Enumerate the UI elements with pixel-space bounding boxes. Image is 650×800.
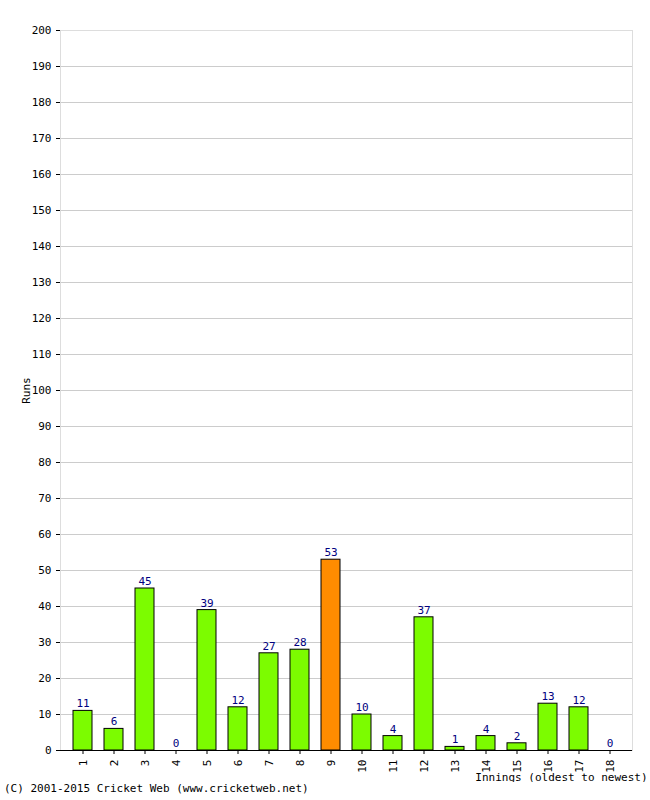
svg-text:Runs: Runs [20,377,33,404]
svg-text:2: 2 [514,730,521,743]
svg-text:37: 37 [417,604,430,617]
svg-text:5: 5 [201,760,214,767]
svg-text:200: 200 [32,24,52,37]
svg-text:12: 12 [231,694,244,707]
svg-text:2: 2 [108,760,121,767]
svg-text:6: 6 [111,715,118,728]
svg-text:130: 130 [32,276,52,289]
svg-text:Innings (oldest to newest): Innings (oldest to newest) [475,771,647,783]
svg-text:3: 3 [139,760,152,767]
svg-text:30: 30 [38,636,51,649]
svg-text:150: 150 [32,204,52,217]
html-text:(C) 2001-2015 Cricket Web (www: (C) 2001-2015 Cricket Web (www.cricketwe… [4,782,309,795]
svg-text:1: 1 [77,760,90,767]
svg-text:90: 90 [38,420,51,433]
svg-text:15: 15 [510,759,524,773]
svg-text:1: 1 [452,733,459,746]
svg-text:4: 4 [170,759,183,766]
svg-text:190: 190 [32,60,52,73]
svg-text:11: 11 [387,760,400,773]
svg-text:0: 0 [607,737,614,750]
svg-text:4: 4 [390,723,397,736]
svg-text:10: 10 [356,760,369,773]
svg-text:100: 100 [32,384,52,397]
svg-text:70: 70 [38,492,51,505]
svg-text:10: 10 [355,701,368,714]
svg-text:12: 12 [572,694,585,707]
svg-text:0: 0 [45,744,52,757]
svg-text:28: 28 [293,636,306,649]
svg-text:180: 180 [32,96,52,109]
svg-text:50: 50 [38,564,51,577]
svg-text:20: 20 [38,672,51,685]
svg-text:13: 13 [449,760,462,773]
svg-text:160: 160 [32,168,52,181]
svg-text:39: 39 [200,597,213,610]
svg-text:16: 16 [541,759,555,773]
svg-text:4: 4 [483,723,490,736]
svg-text:18: 18 [603,759,617,773]
svg-text:10: 10 [38,708,51,721]
svg-text:0: 0 [173,737,180,750]
svg-text:6: 6 [232,760,245,767]
svg-text:12: 12 [418,760,431,773]
svg-text:60: 60 [38,528,51,541]
svg-text:40: 40 [38,600,51,613]
svg-text:80: 80 [38,456,51,469]
svg-text:8: 8 [294,760,307,767]
svg-text:45: 45 [138,575,151,588]
svg-text:110: 110 [32,348,52,361]
svg-text:11: 11 [76,697,89,710]
svg-text:27: 27 [262,640,275,653]
svg-text:120: 120 [32,312,52,325]
svg-text:13: 13 [541,690,554,703]
svg-text:17: 17 [572,759,586,773]
svg-text:14: 14 [479,759,493,773]
svg-text:9: 9 [325,760,338,767]
svg-text:7: 7 [263,760,276,767]
svg-text:140: 140 [32,240,52,253]
svg-text:53: 53 [324,546,337,559]
svg-text:170: 170 [32,132,52,145]
